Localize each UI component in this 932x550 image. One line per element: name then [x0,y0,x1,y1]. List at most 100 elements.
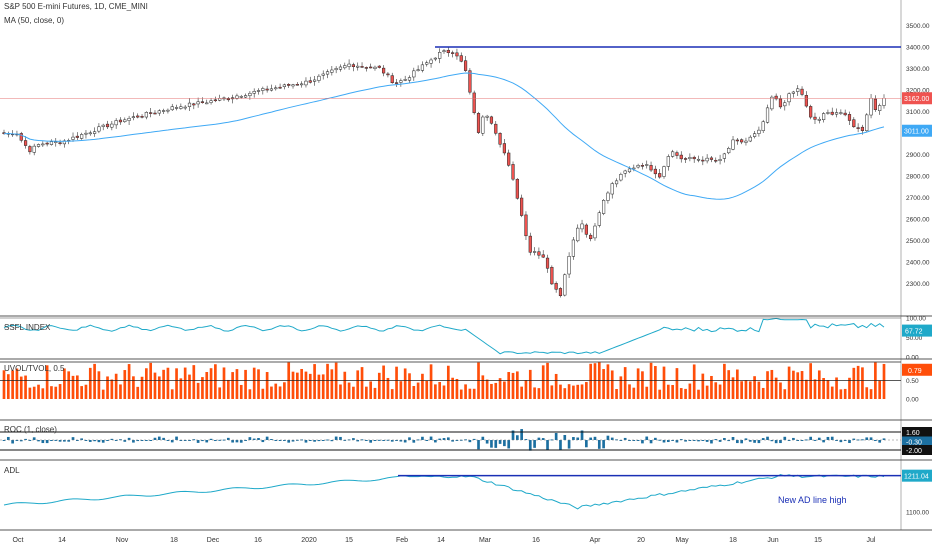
roc-bar [757,440,761,444]
uvol-bar [559,384,562,399]
candle [692,156,696,160]
roc-bar [446,437,450,440]
candle [459,55,463,62]
candle [157,110,161,114]
uvol-bar [800,371,804,399]
candle [84,132,88,135]
candle [382,67,386,74]
roc-bar [761,438,765,440]
candle [49,141,54,145]
uvol-bar [2,370,6,399]
roc-bar [800,440,804,441]
roc-bar [692,439,696,441]
uvol-bar [317,374,321,399]
roc-bar [270,438,273,440]
candle [619,174,623,181]
x-tick-label: 18 [729,537,737,544]
candle [351,64,355,67]
candle [636,165,640,168]
uvol-bar [446,365,450,399]
candle [800,88,804,95]
roc-bar [395,440,398,441]
roc-badge-text: -2.00 [906,448,922,455]
roc-bar [71,437,75,440]
uvol-bar [63,368,66,399]
uvol-bar [343,371,347,399]
roc-bar [541,438,545,440]
roc-bar [753,440,756,443]
roc-bar [537,437,541,440]
roc-bar [602,440,605,449]
candle [597,212,601,226]
candle [614,180,619,185]
uvol-bar [339,384,342,399]
candle [153,112,157,115]
uvol-bar [239,384,243,399]
uvol-bar [438,381,442,399]
candle [860,126,865,131]
roc-bar [783,436,787,440]
roc-bar [434,440,437,443]
uvol-badge [902,363,932,376]
candle [390,75,394,83]
roc-bar [145,440,148,441]
roc-bar [813,439,817,441]
x-tick-label: Mar [479,537,492,544]
uvol-bar [132,376,135,399]
candle [683,158,688,160]
candle [330,69,334,73]
candle [481,116,485,134]
uvol-bar [136,386,140,399]
candle [476,113,481,133]
candle [373,66,377,69]
roc-bar [369,440,373,443]
candle [731,139,735,150]
candle [166,109,170,112]
uvol-bar [770,369,774,399]
roc-bar [636,440,640,441]
uvol-bar [19,376,23,399]
roc-bar [714,439,718,441]
uvol-bar [528,369,532,399]
uvol-bar [606,364,610,399]
roc-bar [287,440,291,443]
uvol-bar [291,371,295,399]
candle [533,251,537,253]
candle [243,95,248,98]
uvol-bar [416,382,420,399]
candle [343,65,347,69]
uvol-bar [610,370,614,399]
uvol-bar [774,377,778,399]
uvol-bar [761,387,765,399]
candle [515,178,519,199]
roc-bar [597,440,601,449]
uvol-bar [244,369,247,399]
uvol-tick: 0.00 [906,397,919,404]
candle [584,224,588,235]
candle [325,71,330,75]
roc-bar [97,440,101,443]
roc-badge [902,445,932,455]
uvol-bar [114,373,118,399]
roc-bar [408,437,411,440]
uvol-bar [869,389,873,399]
uvol-bar [442,385,446,399]
uvol-bar [472,388,476,399]
candle [261,88,265,91]
candle [714,159,718,162]
ssfl-tick: 0.00 [906,355,919,362]
roc-bar [796,440,800,441]
roc-bar [628,440,631,441]
roc-bar [390,440,394,442]
roc-bar [481,436,485,440]
candle [218,98,222,101]
roc-bar [585,440,588,448]
y-tick-label: 2700.00 [906,195,930,202]
uvol-bar [153,372,157,399]
uvol-bar [226,379,230,399]
roc-bar [175,436,178,440]
candle [787,93,791,103]
uvol-bar [533,387,536,399]
candle [757,129,761,134]
